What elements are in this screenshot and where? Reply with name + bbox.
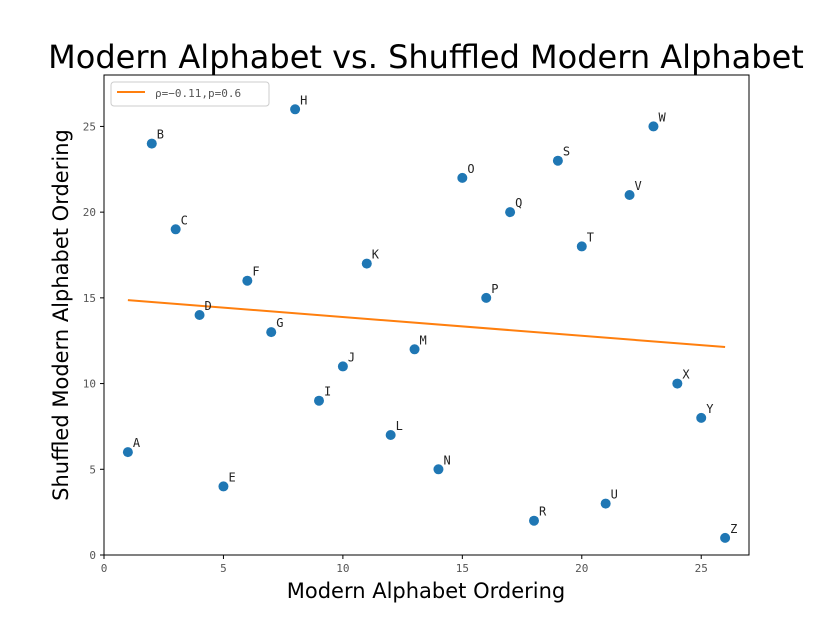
point-label-i: I — [324, 385, 331, 399]
data-point-o — [457, 172, 468, 183]
plot-area — [103, 74, 750, 556]
point-label-o: O — [467, 162, 474, 176]
x-tick-label: 0 — [101, 562, 108, 575]
point-label-m: M — [420, 333, 427, 347]
point-label-l: L — [396, 419, 403, 433]
y-tick-label: 20 — [83, 206, 96, 219]
point-label-e: E — [228, 470, 235, 484]
data-point-h — [290, 104, 301, 115]
data-point-q — [505, 207, 516, 218]
data-point-e — [218, 481, 229, 492]
legend-box — [110, 81, 270, 107]
point-label-z: Z — [730, 522, 737, 536]
point-label-b: B — [157, 128, 164, 142]
fit-line — [127, 299, 726, 349]
x-tick-label: 5 — [220, 562, 227, 575]
data-point-l — [385, 430, 396, 440]
data-point-p — [481, 292, 492, 303]
y-tick-label: 0 — [89, 549, 96, 562]
data-point-s — [552, 155, 563, 166]
legend-fit-line-label: ρ=−0.11,p=0.6 — [155, 87, 241, 100]
y-tick-label: 10 — [83, 378, 96, 391]
legend: ρ=−0.11,p=0.6 — [110, 81, 270, 107]
point-label-s: S — [563, 145, 570, 159]
point-label-j: J — [348, 350, 355, 364]
y-tick-label: 25 — [83, 120, 96, 133]
data-point-k — [361, 258, 372, 269]
data-point-v — [624, 190, 635, 200]
x-tick-label: 25 — [695, 562, 708, 575]
point-label-q: Q — [515, 196, 522, 210]
point-label-f: F — [252, 265, 259, 279]
x-tick-label: 10 — [336, 562, 349, 575]
data-point-i — [314, 395, 324, 406]
chart-title: Modern Alphabet vs. Shuffled Modern Alph… — [48, 38, 804, 76]
data-point-n — [433, 464, 444, 475]
point-label-g: G — [276, 316, 283, 330]
data-point-g — [266, 327, 277, 338]
y-tick-label: 15 — [83, 292, 96, 305]
point-label-h: H — [300, 93, 307, 107]
point-label-p: P — [491, 282, 498, 296]
x-axis-label: Modern Alphabet Ordering — [287, 579, 566, 603]
data-point-c — [170, 224, 181, 235]
point-label-a: A — [133, 436, 141, 450]
point-label-w: W — [658, 110, 666, 124]
y-axis-label: Shuffled Modern Alphabet Ordering — [49, 129, 73, 501]
data-point-z — [720, 532, 731, 543]
data-point-f — [242, 275, 253, 286]
point-label-k: K — [372, 248, 380, 262]
data-point-x — [672, 378, 683, 389]
point-label-r: R — [539, 505, 547, 519]
x-tick-label: 15 — [456, 562, 469, 575]
data-point-m — [409, 344, 420, 355]
point-label-c: C — [181, 213, 188, 227]
data-point-u — [600, 498, 611, 509]
point-label-u: U — [611, 488, 618, 502]
data-point-t — [576, 241, 587, 252]
data-point-a — [122, 447, 133, 458]
point-label-v: V — [635, 179, 642, 193]
data-point-r — [529, 515, 539, 526]
point-label-y: Y — [706, 402, 714, 416]
data-point-w — [648, 121, 659, 132]
point-label-x: X — [682, 368, 690, 382]
y-tick-label: 5 — [89, 463, 96, 476]
data-point-y — [696, 412, 707, 423]
x-tick-label: 20 — [575, 562, 588, 575]
point-label-n: N — [443, 453, 450, 467]
data-point-d — [194, 310, 205, 320]
point-label-d: D — [205, 299, 212, 313]
point-label-t: T — [587, 230, 594, 244]
data-point-j — [337, 361, 348, 372]
data-point-b — [146, 138, 157, 149]
